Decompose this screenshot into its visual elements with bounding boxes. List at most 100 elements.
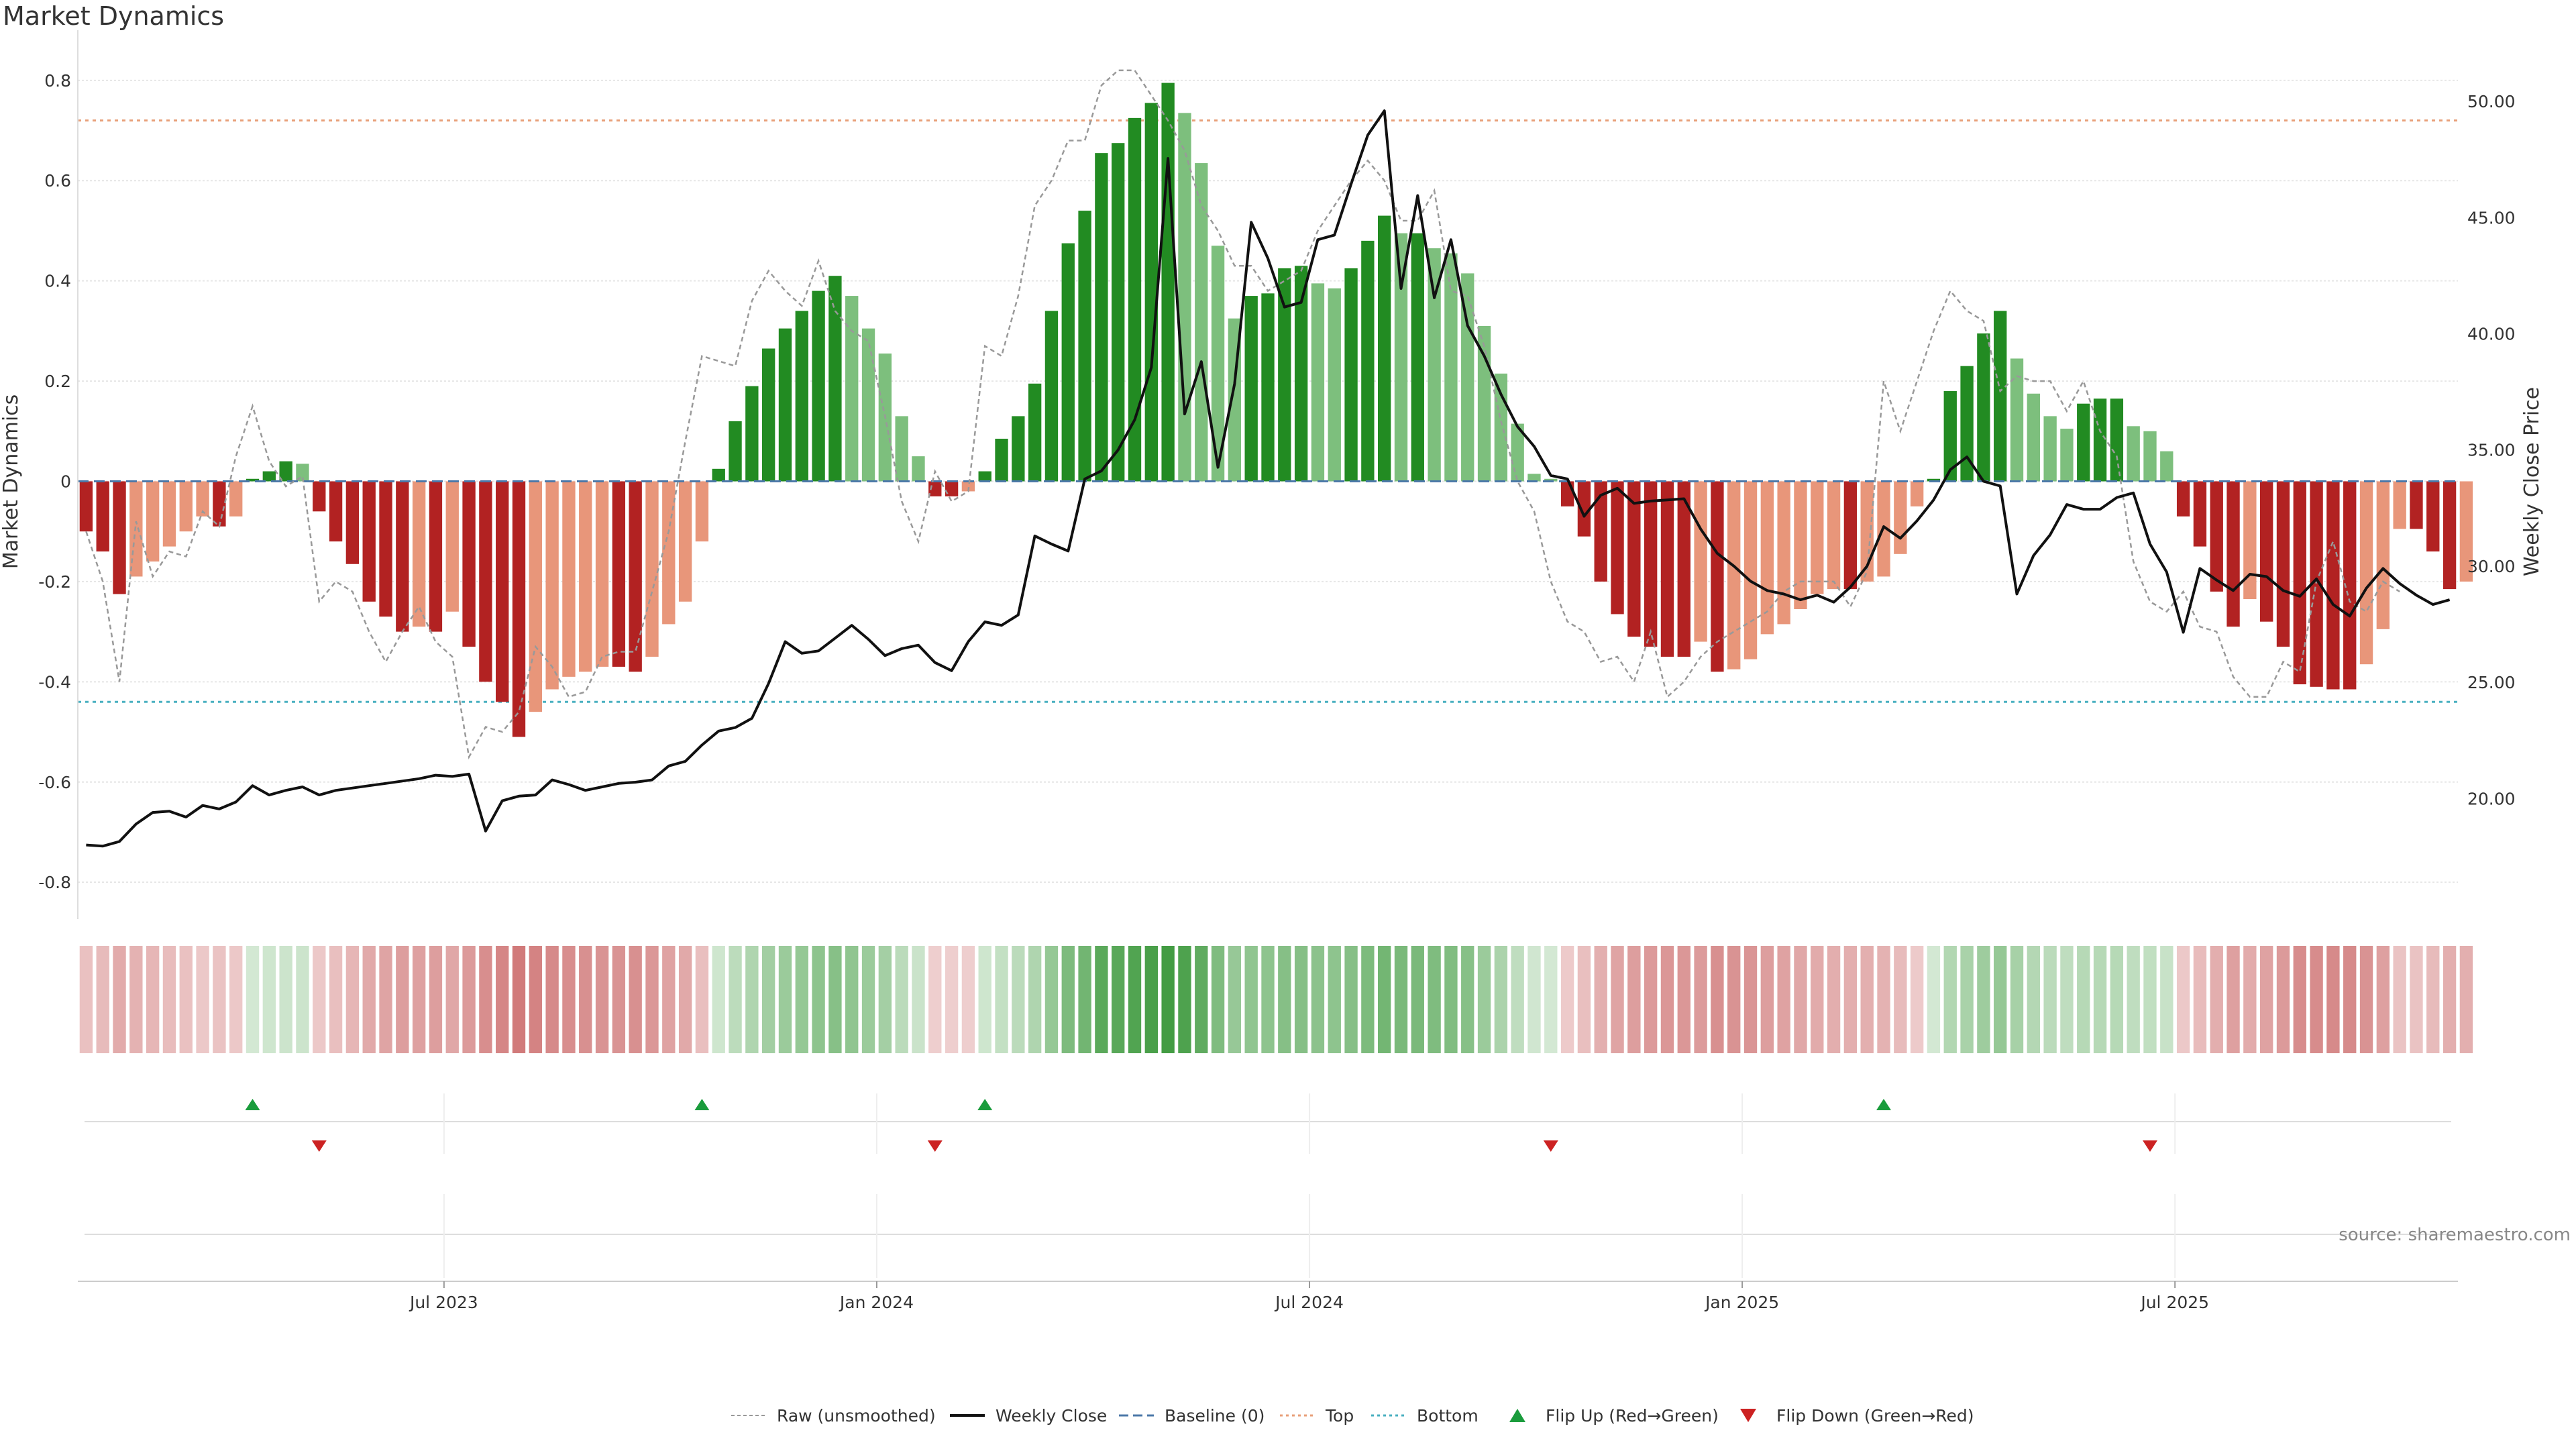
strip-cell <box>1012 946 1025 1053</box>
bar <box>1960 366 1974 482</box>
source-note: source: sharemaestro.com <box>2339 1225 2571 1245</box>
strip-cell <box>2010 946 2024 1053</box>
y-tick-label: 0.2 <box>44 372 71 391</box>
strip-cell <box>2326 946 2340 1053</box>
bar <box>545 481 559 690</box>
strip-cell <box>1860 946 1874 1053</box>
strip-cell <box>429 946 443 1053</box>
strip-cell <box>329 946 343 1053</box>
strip-cell <box>2293 946 2306 1053</box>
flip-up-marker <box>694 1099 710 1110</box>
strip-cell <box>1660 946 1674 1053</box>
bar <box>1028 383 1042 482</box>
flip-markers <box>85 1093 2451 1278</box>
strip-cell <box>512 946 526 1053</box>
y2-tick-label: 50.00 <box>2467 92 2516 111</box>
bar <box>229 481 243 517</box>
flip-down-marker <box>1543 1140 1558 1152</box>
bar <box>812 290 825 482</box>
y2-tick-label: 40.00 <box>2467 325 2516 344</box>
strip-cell <box>1428 946 1441 1053</box>
x-tick-label: Jan 2024 <box>839 1293 914 1312</box>
strip-cell <box>2310 946 2323 1053</box>
bar <box>1044 311 1059 482</box>
strip-cell <box>778 946 792 1053</box>
strip-cell <box>445 946 459 1053</box>
strip-cell <box>412 946 426 1053</box>
bar <box>79 481 93 532</box>
reference-lines <box>78 119 2458 703</box>
bar <box>1527 474 1541 482</box>
bar <box>995 438 1008 482</box>
strip-cell <box>462 946 476 1053</box>
bar <box>445 481 459 612</box>
bar <box>262 471 276 482</box>
strip-cell <box>1311 946 1325 1053</box>
bar <box>479 481 492 682</box>
bar <box>662 481 676 625</box>
strip-cell <box>1211 946 1225 1053</box>
bar <box>1078 211 1091 482</box>
strip-cell <box>1843 946 1858 1053</box>
strip-cell <box>812 946 825 1053</box>
bar <box>1627 481 1641 637</box>
strip-cell <box>1411 946 1424 1053</box>
strip-cell <box>1061 946 1075 1053</box>
bar <box>2210 481 2223 592</box>
bar <box>1577 481 1591 537</box>
strip-cell <box>1894 946 1907 1053</box>
bar <box>978 471 991 482</box>
strip-cell <box>1627 946 1641 1053</box>
bar <box>895 416 908 482</box>
strip-cell <box>1527 946 1541 1053</box>
strip-cell <box>761 946 775 1053</box>
bar <box>1361 240 1375 482</box>
strip-cell <box>2193 946 2207 1053</box>
bar <box>1294 266 1308 482</box>
bar <box>1411 233 1424 482</box>
bar <box>429 481 443 632</box>
bar <box>1428 248 1441 482</box>
bar <box>246 478 260 482</box>
strip-cell <box>96 946 109 1053</box>
strip-cell <box>2127 946 2140 1053</box>
strip-cell <box>861 946 875 1053</box>
strip-cell <box>1178 946 1191 1053</box>
bar <box>1927 478 1941 482</box>
bar <box>362 481 376 602</box>
bar <box>1894 481 1907 554</box>
strip-cell <box>246 946 260 1053</box>
strip-cell <box>1943 946 1957 1053</box>
bar <box>645 481 659 657</box>
bar <box>2276 481 2290 647</box>
bar <box>1711 481 1724 672</box>
close-line <box>86 109 2451 848</box>
bar <box>179 481 193 532</box>
strip-cell <box>612 946 626 1053</box>
bar <box>196 481 209 517</box>
bar <box>2393 481 2406 529</box>
strip-cell <box>79 946 93 1053</box>
strip-cell <box>2243 946 2257 1053</box>
bar <box>2243 481 2257 600</box>
strip-cell <box>1128 946 1142 1053</box>
y-tick-label: 0.4 <box>44 272 71 291</box>
strip-cell <box>1378 946 1391 1053</box>
strip-cell <box>729 946 742 1053</box>
legend-label: Flip Down (Green→Red) <box>1776 1406 1974 1426</box>
strip-cell <box>2393 946 2406 1053</box>
strip-cell <box>213 946 226 1053</box>
strip-cell <box>379 946 392 1053</box>
strip-cell <box>279 946 292 1053</box>
bar <box>1311 283 1325 482</box>
bar <box>146 481 160 562</box>
strip-cell <box>978 946 991 1053</box>
legend-label: Raw (unsmoothed) <box>777 1406 936 1426</box>
bar <box>529 481 542 712</box>
y2-tick-label: 45.00 <box>2467 208 2516 227</box>
bar <box>2176 481 2190 517</box>
bar <box>861 328 875 482</box>
strip-cell <box>296 946 309 1053</box>
strip-cell <box>1161 946 1175 1053</box>
bar <box>761 348 775 482</box>
